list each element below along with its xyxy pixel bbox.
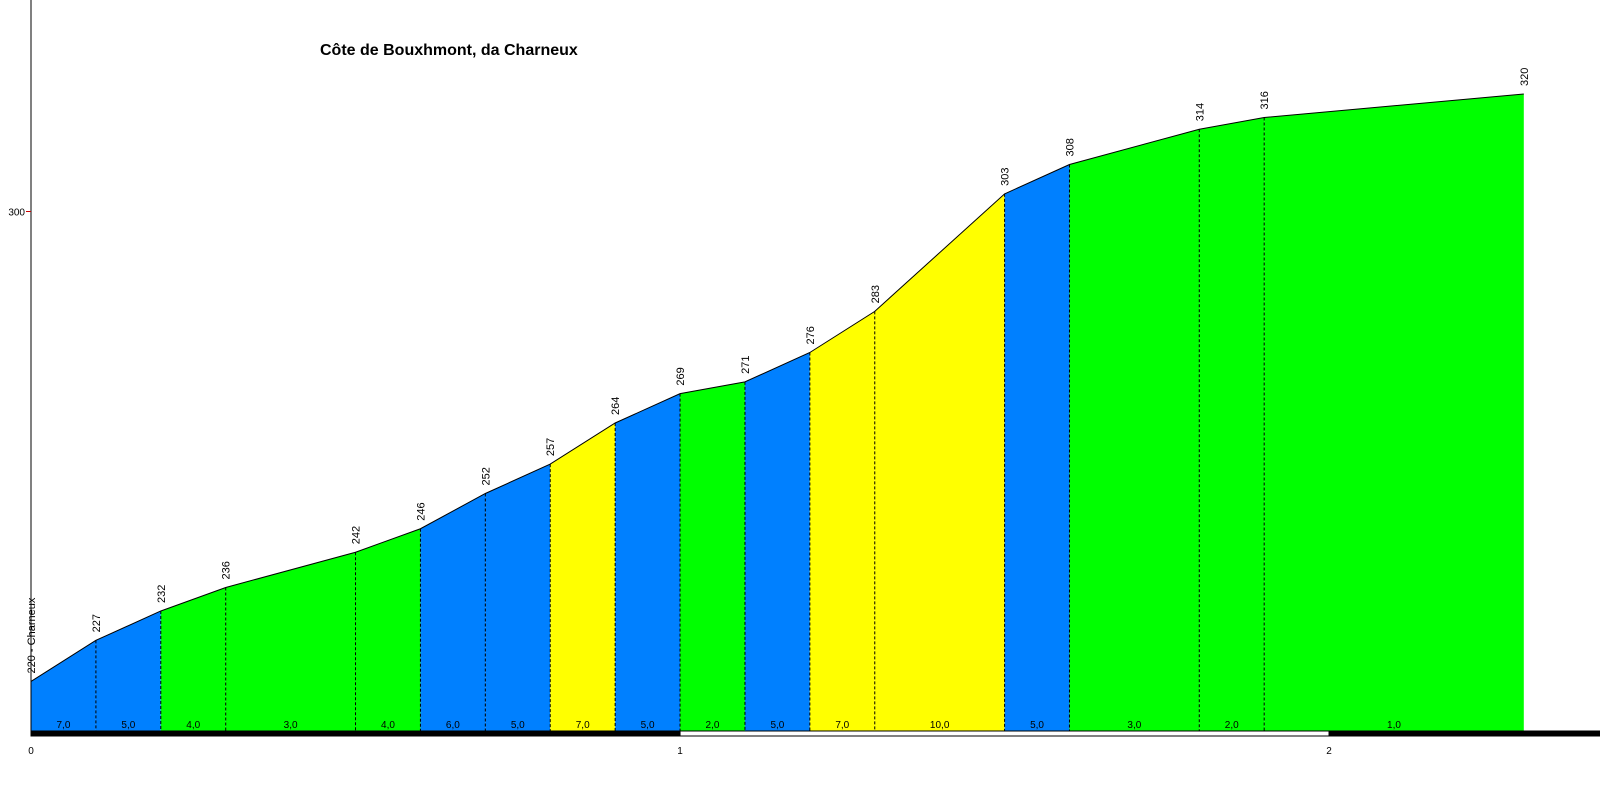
elevation-label-11: 271 — [740, 356, 752, 374]
grade-segment-12 — [809, 311, 875, 732]
grade-segment-14 — [1004, 164, 1070, 732]
elevation-label-13: 283 — [870, 285, 882, 303]
grade-labels: 7,0 5,0 4,0 3,0 4,0 6,0 5,0 7,0 5,0 2,0 5,0 7,0 10,0… — [56, 720, 1401, 731]
elevation-label-10: 269 — [675, 367, 687, 385]
axes: 300 — [8, 0, 32, 732]
grade-label-3: 4,0 — [186, 720, 200, 731]
elevation-label-7: 252 — [480, 467, 492, 485]
grade-segment-9 — [615, 393, 681, 732]
distance-scale-bar — [30, 730, 1600, 737]
grade-label-14: 5,0 — [1030, 720, 1044, 731]
chart-title: Côte de Bouxhmont, da Charneux — [320, 42, 578, 59]
elevation-labels: 220 - Charneux 227 232 236 242 246 252 257 264 26… — [26, 68, 1531, 674]
grade-segment-1 — [31, 640, 96, 732]
grade-segment-4 — [225, 552, 356, 732]
grade-label-11: 5,0 — [770, 720, 784, 731]
y-tick-label-300: 300 — [8, 207, 25, 218]
elevation-label-4: 236 — [221, 561, 233, 579]
scale-bar-km-1 — [679, 730, 1330, 737]
x-tick-label-0: 0 — [28, 746, 34, 757]
elevation-label-6: 246 — [415, 502, 427, 520]
grade-label-12: 7,0 — [835, 720, 849, 731]
elevation-label-3: 232 — [156, 585, 168, 603]
elevation-label-12: 276 — [805, 326, 817, 344]
elevation-label-8: 257 — [545, 438, 557, 456]
grade-segment-13 — [874, 193, 1005, 732]
scale-bar-km-2 — [1328, 730, 1600, 737]
grade-segments — [31, 93, 1524, 733]
grade-label-13: 10,0 — [930, 720, 950, 731]
x-tick-labels: 0 1 2 — [28, 746, 1332, 757]
grade-label-7: 5,0 — [511, 720, 525, 731]
elevation-label-5: 242 — [351, 526, 363, 544]
grade-label-10: 2,0 — [706, 720, 720, 731]
x-tick-label-1: 1 — [677, 746, 683, 757]
grade-segment-17 — [1264, 93, 1524, 733]
grade-label-2: 5,0 — [121, 720, 135, 731]
x-tick-label-2: 2 — [1326, 746, 1332, 757]
grade-label-15: 3,0 — [1127, 720, 1141, 731]
elevation-label-9: 264 — [610, 397, 622, 415]
grade-segment-2 — [95, 610, 161, 732]
grade-segment-6 — [420, 493, 486, 732]
elevation-label-16: 314 — [1194, 103, 1206, 121]
segment-dividers — [95, 117, 1265, 732]
grade-segment-16 — [1199, 117, 1265, 733]
grade-label-1: 7,0 — [56, 720, 70, 731]
grade-segment-10 — [680, 381, 745, 732]
elevation-label-1: 220 - Charneux — [26, 597, 38, 673]
grade-segment-3 — [160, 587, 226, 732]
elevation-label-18: 320 — [1519, 68, 1531, 86]
grade-segment-5 — [355, 528, 421, 732]
grade-segment-11 — [744, 352, 810, 732]
grade-label-5: 4,0 — [381, 720, 395, 731]
grade-label-4: 3,0 — [284, 720, 298, 731]
grade-label-17: 1,0 — [1387, 720, 1401, 731]
grade-label-8: 7,0 — [576, 720, 590, 731]
grade-segment-8 — [550, 422, 616, 732]
grade-segment-15 — [1069, 129, 1200, 732]
profile-outline — [30, 93, 1524, 682]
elevation-label-15: 308 — [1064, 138, 1076, 156]
grade-label-6: 6,0 — [446, 720, 460, 731]
scale-bar-km-0 — [30, 730, 681, 737]
grade-label-9: 5,0 — [641, 720, 655, 731]
elevation-label-14: 303 — [1000, 168, 1012, 186]
grade-segment-7 — [485, 464, 551, 732]
elevation-label-17: 316 — [1259, 91, 1271, 109]
elevation-label-2: 227 — [91, 614, 103, 632]
grade-label-16: 2,0 — [1225, 720, 1239, 731]
